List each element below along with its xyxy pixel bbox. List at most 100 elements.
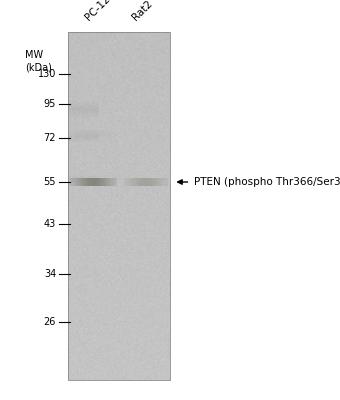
Bar — [71, 130, 72, 138]
Bar — [97, 130, 98, 138]
Bar — [113, 130, 114, 138]
Bar — [85, 130, 86, 138]
Bar — [97, 178, 98, 186]
Bar — [93, 178, 94, 186]
Bar — [104, 130, 105, 138]
Bar — [142, 178, 143, 186]
Bar — [143, 178, 144, 186]
Bar — [164, 178, 165, 186]
Bar — [108, 178, 109, 186]
Bar — [82, 130, 83, 138]
Bar — [132, 178, 133, 186]
Bar — [107, 178, 108, 186]
Bar — [79, 130, 80, 138]
Bar — [75, 178, 76, 186]
Bar — [81, 130, 82, 138]
Bar — [113, 178, 114, 186]
Bar — [81, 178, 82, 186]
Bar — [103, 130, 104, 138]
Bar — [109, 130, 110, 138]
Bar — [152, 178, 153, 186]
Bar — [84, 130, 85, 138]
Bar — [73, 130, 74, 138]
Bar — [166, 178, 167, 186]
Bar — [124, 178, 125, 186]
Bar — [70, 178, 71, 186]
Bar — [110, 130, 111, 138]
Bar — [109, 178, 110, 186]
Bar — [130, 178, 131, 186]
Text: 55: 55 — [44, 177, 56, 187]
Bar — [156, 178, 157, 186]
Text: 34: 34 — [44, 269, 56, 279]
Bar — [94, 130, 95, 138]
Bar — [165, 178, 166, 186]
Text: MW
(kDa): MW (kDa) — [26, 50, 52, 72]
Bar — [151, 178, 152, 186]
Bar — [145, 178, 146, 186]
Bar — [72, 178, 73, 186]
Bar — [86, 178, 87, 186]
Bar — [88, 130, 89, 138]
Bar — [83, 130, 84, 138]
Bar — [115, 130, 116, 138]
Bar — [102, 130, 103, 138]
Bar — [78, 178, 79, 186]
Bar — [93, 130, 94, 138]
Bar — [98, 178, 99, 186]
Bar — [88, 178, 89, 186]
Bar — [101, 130, 102, 138]
Bar — [98, 130, 99, 138]
Text: 130: 130 — [38, 69, 56, 79]
Bar — [167, 178, 168, 186]
Bar — [153, 178, 154, 186]
Bar — [140, 178, 141, 186]
Bar — [107, 130, 108, 138]
Text: 43: 43 — [44, 219, 56, 229]
Bar — [71, 178, 72, 186]
Bar — [148, 178, 149, 186]
Bar — [90, 130, 91, 138]
Bar — [78, 130, 79, 138]
Bar — [105, 130, 106, 138]
Bar — [159, 178, 160, 186]
Bar — [161, 178, 162, 186]
Bar — [154, 178, 155, 186]
Bar — [116, 178, 117, 186]
Bar — [95, 130, 96, 138]
Bar — [80, 178, 81, 186]
Bar — [112, 178, 113, 186]
Bar — [99, 178, 100, 186]
Bar — [94, 178, 95, 186]
Bar — [102, 178, 103, 186]
Bar — [133, 178, 134, 186]
Text: 72: 72 — [44, 133, 56, 143]
Bar — [104, 178, 105, 186]
Bar — [73, 178, 74, 186]
Bar — [111, 178, 112, 186]
Bar — [162, 178, 163, 186]
Bar — [110, 178, 111, 186]
Bar — [127, 178, 128, 186]
Bar — [116, 130, 117, 138]
Bar — [87, 130, 88, 138]
Bar — [128, 178, 129, 186]
Text: 26: 26 — [44, 317, 56, 327]
Bar — [134, 178, 135, 186]
Bar — [74, 130, 75, 138]
Bar — [114, 178, 115, 186]
Text: PTEN (phospho Thr366/Ser370): PTEN (phospho Thr366/Ser370) — [194, 177, 340, 187]
Bar — [76, 130, 77, 138]
Bar — [99, 130, 100, 138]
Text: 95: 95 — [44, 99, 56, 109]
Bar — [82, 178, 83, 186]
Bar — [125, 178, 126, 186]
Bar — [147, 178, 148, 186]
Bar — [75, 130, 76, 138]
Bar — [112, 130, 113, 138]
Bar — [92, 130, 93, 138]
Bar — [101, 178, 102, 186]
Bar — [135, 178, 136, 186]
Bar — [150, 178, 151, 186]
Bar — [157, 178, 158, 186]
